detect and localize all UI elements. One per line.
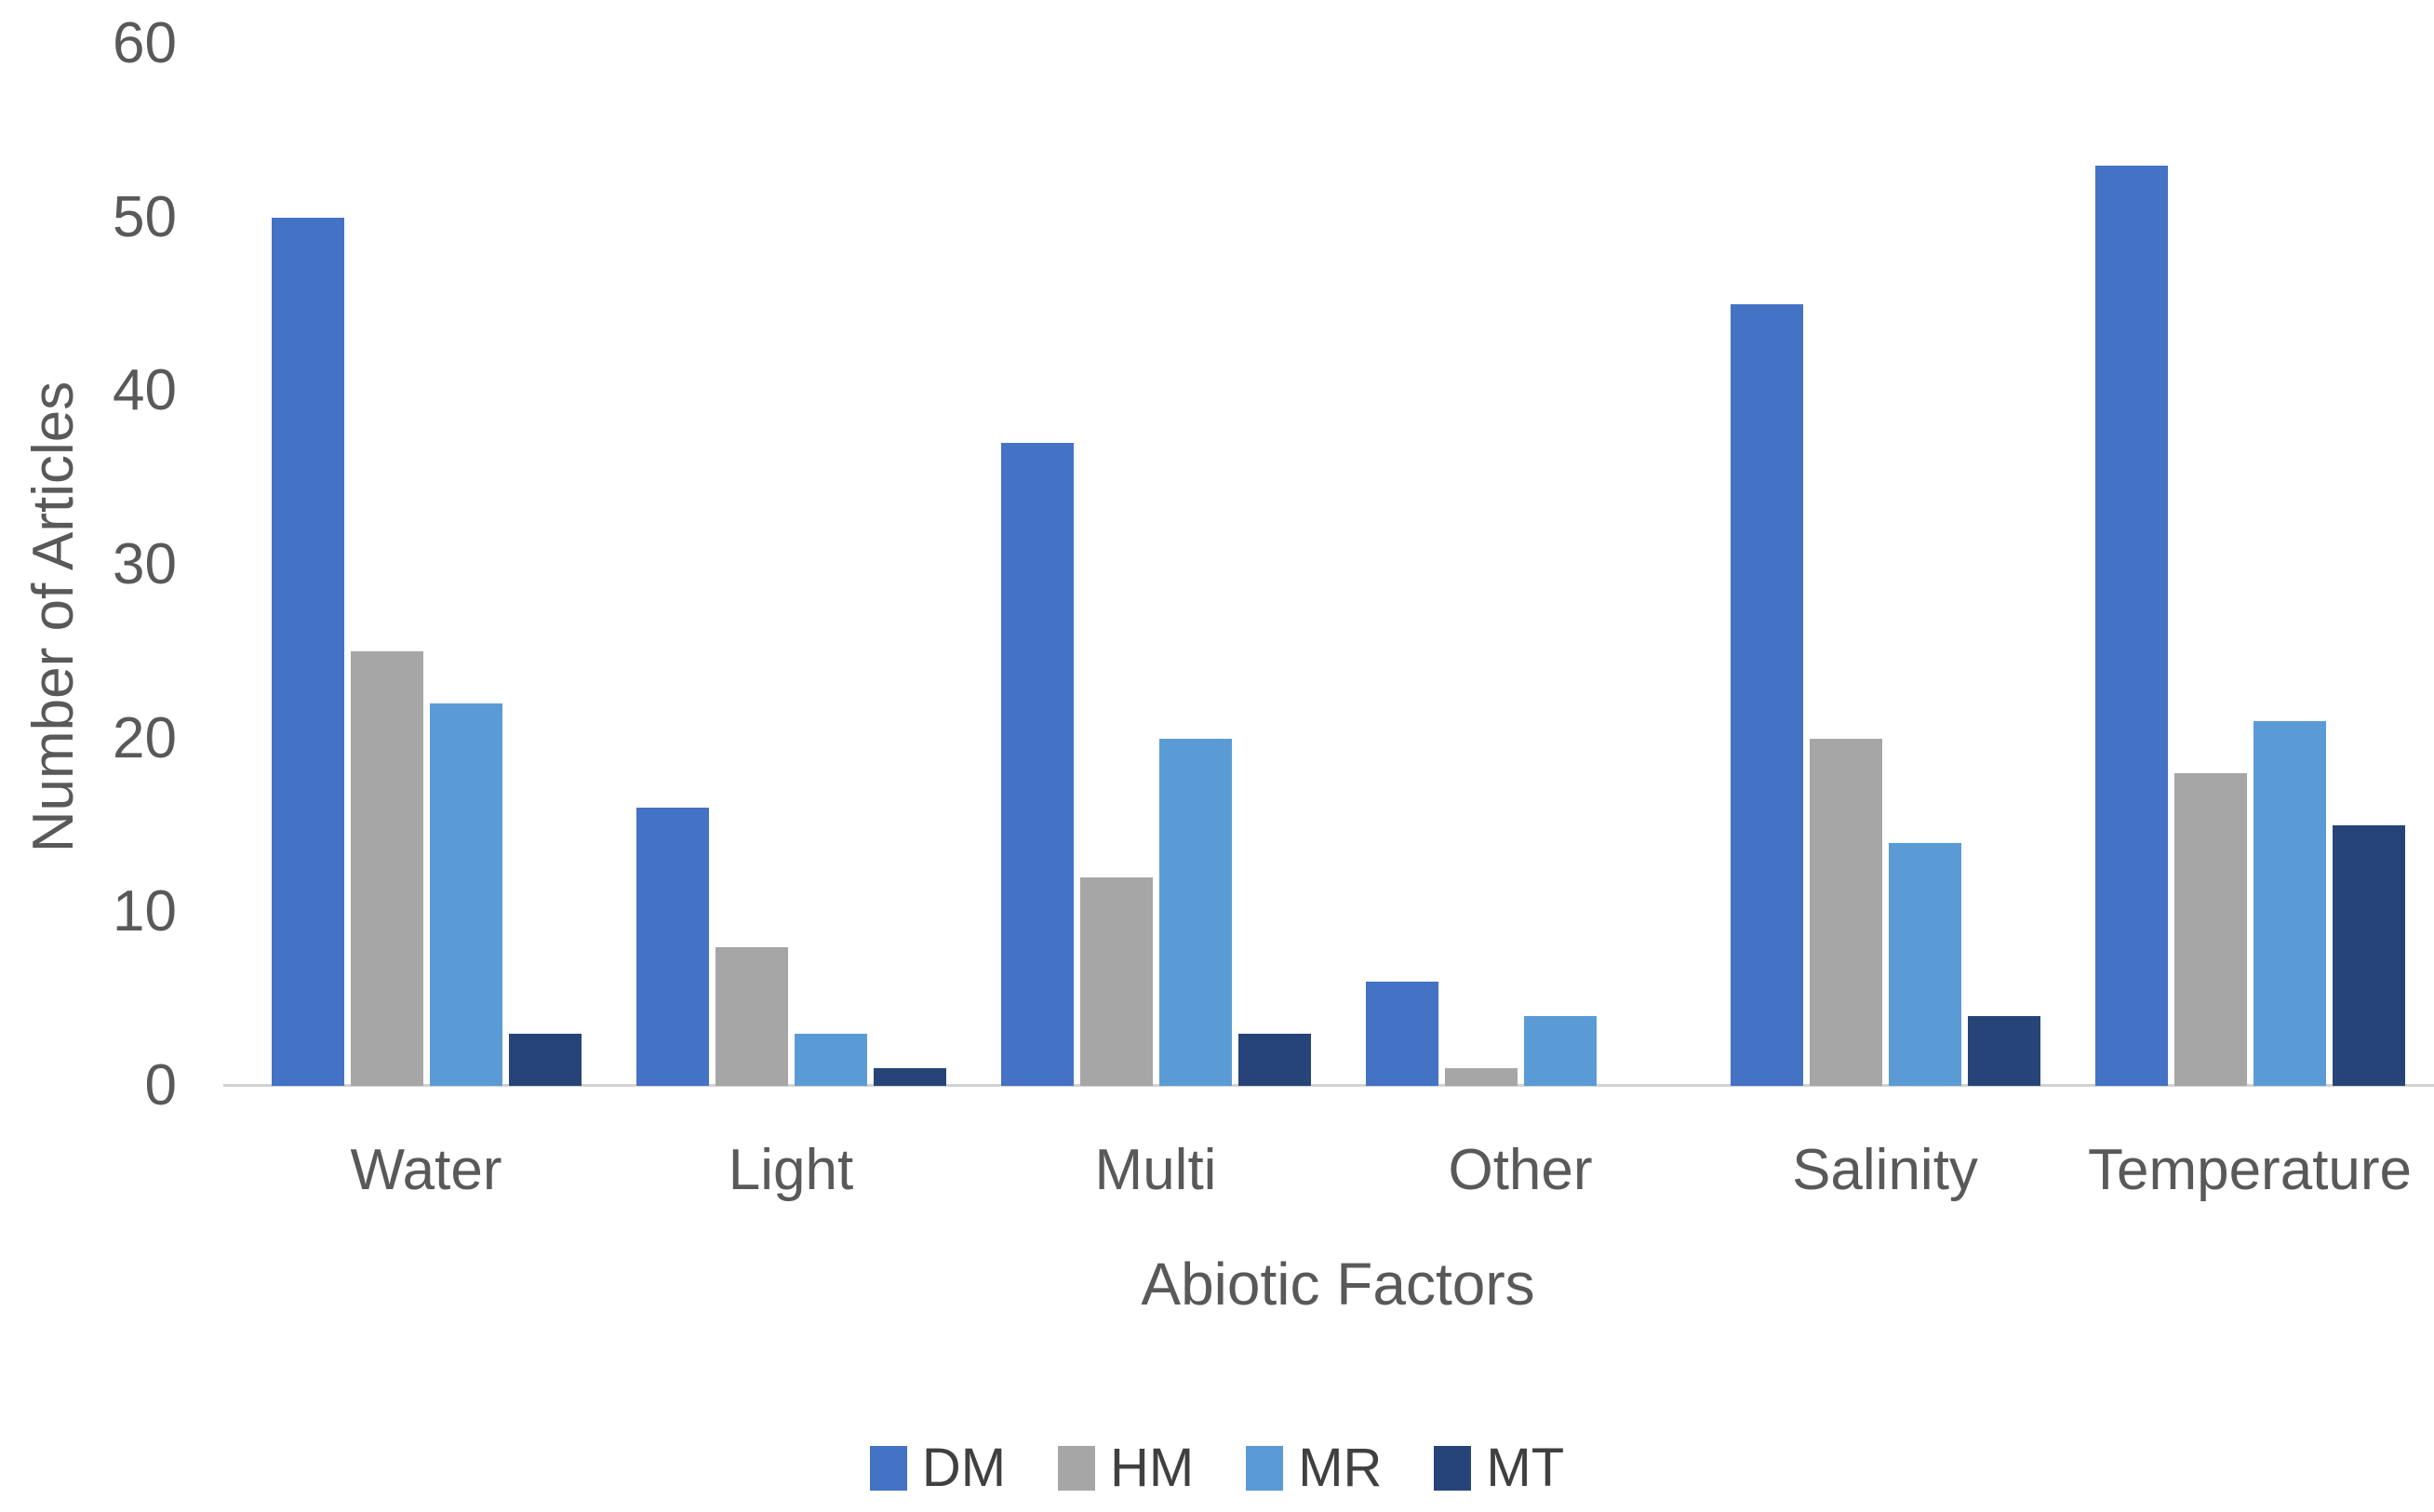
category-label-light: Light <box>728 1138 854 1202</box>
legend-item-dm: DM <box>869 1438 1007 1498</box>
bar-mt-light <box>873 1068 946 1086</box>
y-tick-label-60: 60 <box>113 11 177 75</box>
bar-hm-light <box>715 946 788 1086</box>
x-axis-line <box>223 1084 2434 1087</box>
bar-mt-water <box>508 1034 582 1086</box>
bar-dm-other <box>1365 982 1438 1086</box>
y-tick-label-40: 40 <box>113 358 177 423</box>
legend-swatch-hm <box>1058 1446 1096 1491</box>
legend-label-mt: MT <box>1486 1438 1565 1498</box>
y-tick-label-0: 0 <box>144 1053 177 1117</box>
x-axis-category-labels: Water Light Multi Other Salinity Temperature <box>244 1139 2432 1202</box>
bar-mr-water <box>429 703 502 1086</box>
legend-label-hm: HM <box>1110 1438 1195 1498</box>
bar-mr-multi <box>1158 738 1232 1086</box>
legend-item-mr: MR <box>1246 1440 1382 1496</box>
category-label-temperature: Temperature <box>2087 1138 2413 1202</box>
bar-dm-temperature <box>2094 165 2168 1086</box>
bar-hm-temperature <box>2173 773 2247 1086</box>
legend-item-mt: MT <box>1434 1440 1564 1496</box>
bar-dm-salinity <box>1730 304 1803 1086</box>
bar-mr-light <box>794 1034 867 1086</box>
bar-hm-salinity <box>1809 738 1882 1086</box>
bar-group-multi <box>973 44 1338 1086</box>
y-tick-label-10: 10 <box>113 879 177 944</box>
category-label-other: Other <box>1448 1138 1593 1202</box>
bar-group-salinity <box>1703 44 2067 1086</box>
bar-hm-water <box>350 651 423 1086</box>
y-tick-label-30: 30 <box>113 532 177 596</box>
bar-hm-multi <box>1079 877 1153 1086</box>
bar-mt-multi <box>1237 1034 1311 1086</box>
category-label-multi: Multi <box>1094 1138 1217 1202</box>
bar-group-light <box>608 44 973 1086</box>
bar-group-temperature <box>2067 44 2432 1086</box>
bar-group-water <box>244 44 608 1086</box>
bar-dm-light <box>635 808 709 1086</box>
plot-area <box>244 44 2432 1086</box>
bar-mr-other <box>1523 1016 1597 1086</box>
bar-group-other <box>1338 44 1703 1086</box>
legend-swatch-dm <box>869 1446 907 1491</box>
bar-dm-multi <box>1000 443 1074 1086</box>
x-axis-title: Abiotic Factors <box>1141 1251 1535 1318</box>
legend-swatch-mr <box>1246 1446 1284 1491</box>
legend-label-dm: DM <box>921 1438 1007 1498</box>
bar-dm-water <box>271 217 344 1086</box>
legend-item-hm: HM <box>1058 1440 1194 1496</box>
bar-mr-temperature <box>2253 721 2326 1086</box>
legend-label-mr: MR <box>1298 1438 1383 1498</box>
bar-mr-salinity <box>1888 842 1961 1086</box>
category-label-salinity: Salinity <box>1792 1138 1978 1202</box>
bar-mt-salinity <box>1967 1016 2040 1086</box>
y-tick-label-50: 50 <box>113 184 177 249</box>
legend: DM HM MR MT <box>0 1440 2434 1496</box>
bar-hm-other <box>1444 1068 1518 1086</box>
legend-swatch-mt <box>1434 1446 1472 1491</box>
category-label-water: Water <box>350 1138 502 1202</box>
y-tick-label-20: 20 <box>113 705 177 770</box>
bar-mt-temperature <box>2332 825 2405 1086</box>
